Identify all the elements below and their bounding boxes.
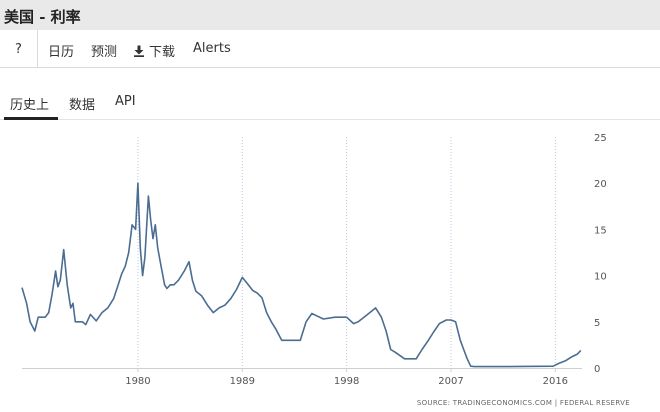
x-tick-label: 2007 [438,376,463,387]
toolbar: ? 日历 预测 下载 Alerts [0,30,660,68]
x-tick-label: 2016 [543,376,568,387]
alerts-label: Alerts [193,41,231,56]
forecast-link[interactable]: 预测 [91,41,117,60]
download-button[interactable]: 下载 [133,41,175,60]
y-tick-label: 5 [594,318,600,329]
source-note: SOURCE: TRADINGECONOMICS.COM | FEDERAL R… [416,399,630,407]
interest-rate-line [21,182,582,368]
tab-data[interactable]: 数据 [69,98,96,113]
y-tick-label: 15 [594,225,607,236]
active-tab-indicator [4,117,58,120]
help-button[interactable]: ? [0,30,38,68]
title-bar: 美国 - 利率 [0,0,660,30]
alerts-link[interactable]: Alerts [193,41,231,56]
calendar-label: 日历 [48,45,75,60]
calendar-link[interactable]: 日历 [48,41,74,60]
tab-history[interactable]: 历史上 [10,98,50,113]
x-tick-label: 1980 [125,376,150,387]
forecast-label: 预测 [91,45,118,60]
interest-rate-chart: 1980 1989 1998 2007 2016 0 5 10 15 20 25 [21,133,607,387]
y-tick-label: 25 [594,133,607,144]
page-title: 美国 - 利率 [4,8,81,26]
x-tick-label: 1998 [334,376,359,387]
download-icon [134,45,144,57]
view-tabs: 历史上 数据 API [0,88,660,120]
y-tick-label: 10 [594,272,607,283]
y-tick-label: 20 [594,179,607,190]
tab-api[interactable]: API [115,94,136,109]
download-label: 下载 [149,45,176,60]
y-tick-label: 0 [594,364,600,375]
x-tick-label: 1989 [230,376,255,387]
